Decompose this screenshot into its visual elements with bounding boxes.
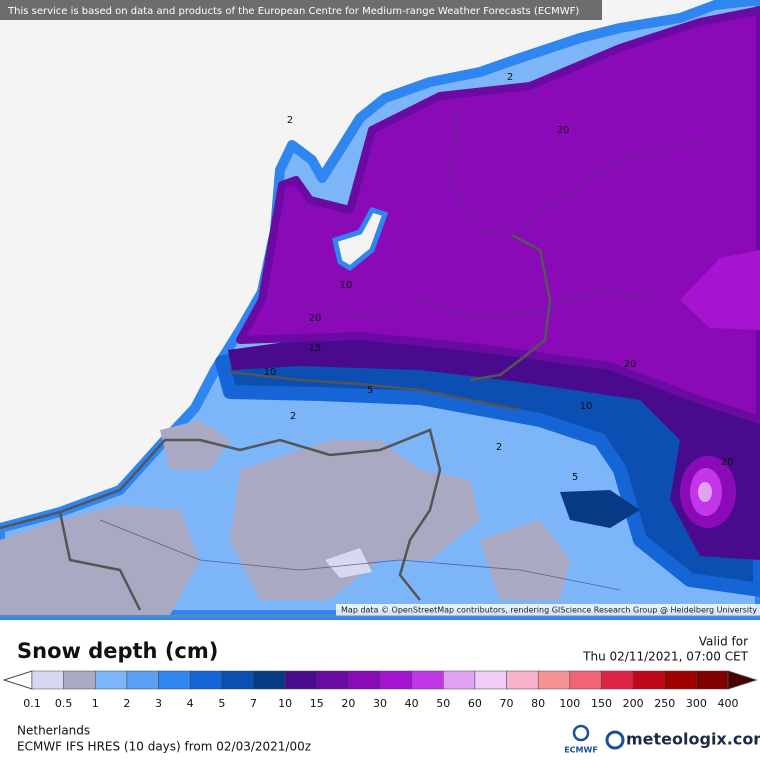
scale-label: 7 — [250, 697, 257, 710]
scale-label: 0.1 — [23, 697, 41, 710]
color-box — [601, 670, 634, 690]
contour-label: 5 — [367, 385, 373, 396]
brand: meteologix.com — [626, 730, 760, 749]
service-attribution: This service is based on data and produc… — [7, 6, 579, 17]
legend-title: Snow depth (cm) — [17, 639, 218, 663]
snow-20-30-area — [236, 6, 760, 424]
color-box — [348, 670, 381, 690]
region-border — [99, 519, 621, 591]
logo-text: ECMWF — [564, 746, 598, 755]
scale-label: 100 — [559, 697, 580, 710]
region-border — [449, 99, 701, 236]
color-box — [63, 670, 96, 690]
contour-label: 2 — [287, 115, 293, 126]
map-attribution-bar — [336, 604, 760, 616]
valid-label: Valid for — [699, 635, 748, 649]
color-box — [284, 670, 317, 690]
scale-label: 20 — [341, 697, 355, 710]
region-border — [299, 289, 661, 321]
contour-label: 20 — [721, 457, 734, 468]
color-box — [443, 670, 476, 690]
scale-label: 60 — [468, 697, 482, 710]
ecmwf-logo: ECMWF — [564, 724, 598, 755]
scale-label: 300 — [686, 697, 707, 710]
scale-label: 150 — [591, 697, 612, 710]
scale-label: 4 — [187, 697, 194, 710]
snow-10-15-area — [228, 340, 760, 560]
color-box — [632, 670, 665, 690]
contour-label: 10 — [340, 280, 353, 291]
color-box — [474, 670, 507, 690]
contour-label: 10 — [580, 401, 593, 412]
scale-label: 40 — [405, 697, 419, 710]
scale-label: 0.5 — [55, 697, 73, 710]
color-box — [316, 670, 349, 690]
contour-label: 15 — [309, 343, 322, 354]
scale-label: 400 — [718, 697, 739, 710]
country-border — [469, 233, 552, 382]
country-border — [0, 428, 442, 601]
brand-icon — [605, 730, 625, 750]
colorbar: 0.1 0.5 1 2 3 4 5 7 10 15 20 30 40 50 60 70 80 100 150 200 2… — [2, 670, 758, 710]
contour-label: 2 — [496, 442, 502, 453]
color-box — [411, 670, 444, 690]
grey-area — [230, 440, 480, 600]
grey-area — [160, 420, 230, 470]
sea-inlet — [332, 207, 389, 272]
color-box — [569, 670, 602, 690]
color-box — [379, 670, 412, 690]
contour-label: 20 — [624, 359, 637, 370]
snow-30-40-area — [680, 250, 760, 330]
country-border — [229, 370, 521, 412]
deep-blue-area — [560, 490, 640, 528]
scale-label: 50 — [436, 697, 450, 710]
color-box — [95, 670, 128, 690]
contour-label: 2 — [290, 411, 296, 422]
color-box — [31, 670, 64, 690]
map: 2 10 20 15 10 5 2 2 20 10 5 2 20 20 This… — [0, 0, 760, 620]
scale-label: 5 — [218, 697, 225, 710]
scale-label: 2 — [123, 697, 130, 710]
color-box — [158, 670, 191, 690]
map-attribution: Map data © OpenStreetMap contributors, r… — [341, 606, 757, 615]
scale-label: 15 — [310, 697, 324, 710]
valid-time: Thu 02/11/2021, 07:00 CET — [582, 650, 749, 664]
lightest-area — [325, 548, 372, 578]
color-box — [696, 670, 729, 690]
contour-label: 20 — [309, 313, 322, 324]
model-run: ECMWF IFS HRES (10 days) from 02/03/2021… — [17, 740, 311, 754]
color-box — [506, 670, 539, 690]
scale-label: 70 — [500, 697, 514, 710]
snow-50-60-area — [698, 482, 712, 502]
contour-label: 5 — [572, 472, 578, 483]
color-box — [189, 670, 223, 690]
scale-label: 250 — [654, 697, 675, 710]
contour-label: 2 — [507, 72, 513, 83]
scale-label: 200 — [623, 697, 644, 710]
scale-label: 3 — [155, 697, 162, 710]
region-name: Netherlands — [17, 724, 90, 738]
under-arrow — [2, 670, 33, 690]
contour-label: 10 — [264, 367, 277, 378]
scale-label: 80 — [531, 697, 545, 710]
grey-area — [480, 520, 570, 600]
scale-label: 10 — [278, 697, 292, 710]
color-box — [253, 670, 286, 690]
attribution-bar — [0, 0, 602, 20]
contour-label: 20 — [557, 125, 570, 136]
color-box — [664, 670, 697, 690]
scale-label: 30 — [373, 697, 387, 710]
country-border — [58, 511, 142, 611]
over-arrow — [727, 670, 758, 690]
grey-area — [0, 505, 200, 615]
color-box — [221, 670, 254, 690]
color-box — [537, 670, 571, 690]
color-box — [126, 670, 159, 690]
scale-label: 1 — [92, 697, 99, 710]
